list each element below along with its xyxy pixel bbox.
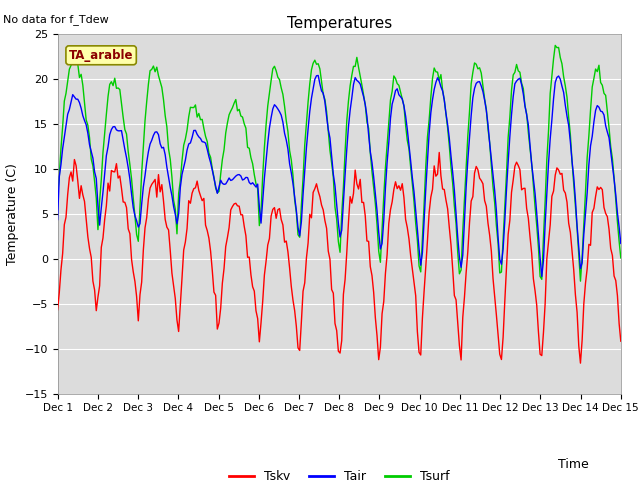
Text: TA_arable: TA_arable bbox=[69, 49, 133, 62]
Title: Temperatures: Temperatures bbox=[287, 16, 392, 31]
Legend: Tsky, Tair, Tsurf: Tsky, Tair, Tsurf bbox=[224, 465, 454, 480]
Text: No data for f_Tdew: No data for f_Tdew bbox=[3, 14, 109, 25]
Text: Time: Time bbox=[558, 458, 589, 471]
Y-axis label: Temperature (C): Temperature (C) bbox=[6, 163, 19, 264]
